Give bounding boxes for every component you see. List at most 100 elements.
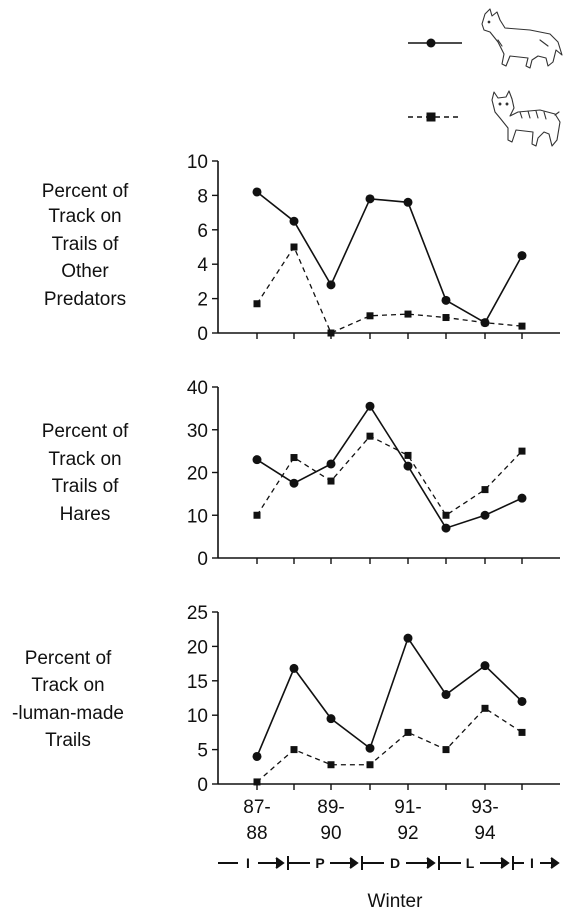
panel-3-series-2-point-2 — [290, 746, 298, 754]
panel-3-series-1-point-1 — [252, 751, 262, 761]
panel-2-series-1-point-6 — [441, 523, 451, 533]
panel-1-ylabel-line-5: Predators — [44, 289, 126, 310]
panel-1-ylabel-line-4: Other — [61, 261, 109, 282]
panel-3-y-tick-label-3: 15 — [187, 672, 208, 693]
wolf-icon — [481, 8, 563, 69]
x-tick-label-3-bottom: 92 — [397, 823, 418, 844]
x-tick-label-4-top: 93- — [471, 797, 498, 818]
panel-2-ylabel-line-2: Track on — [48, 449, 121, 470]
panel-1-y-tick-label-5: 10 — [187, 152, 208, 173]
panel-3-series-1-line — [256, 636, 523, 757]
panel-3-y-tick-label-2: 10 — [187, 706, 208, 727]
panel-1-y-tick-label-3: 6 — [197, 221, 208, 242]
panel-1-series-1-point-8 — [517, 251, 527, 261]
panel-1-ylabel: Percent of Track on Trails of Other Pred… — [42, 181, 129, 310]
phase-row — [218, 856, 560, 870]
x-tick-label-4-bottom: 94 — [474, 823, 496, 844]
panel-3-y-tick-label-4: 20 — [187, 637, 208, 658]
panel-1-series-2-point-5 — [404, 310, 412, 318]
panel-3-series-2-point-7 — [481, 704, 489, 712]
panel-2-series-2-point-8 — [518, 447, 526, 455]
panel-1-ylabel-line-1: Percent of — [42, 181, 129, 202]
panel-1-y-tick-label-0: 0 — [197, 324, 208, 345]
panel-3-series-2-point-6 — [442, 746, 450, 754]
panel-2-ylabel-line-3: Trails of — [52, 476, 120, 497]
panel-3-ylabel-line-1: Percent of — [25, 648, 112, 669]
panel-1-series-2-point-4 — [366, 312, 374, 320]
panel-2-ylabel-line-1: Percent of — [42, 421, 129, 442]
panel-2-ylabel: Percent of Track on Trails of Hares — [42, 421, 129, 525]
legend — [408, 8, 563, 147]
panel-1-y-tick-label-1: 2 — [197, 290, 208, 311]
panel-3-series-1-point-6 — [441, 690, 451, 700]
panel-1-series-1-point-1 — [252, 187, 262, 197]
x-tick-labels: 87- 88 89- 90 91- 92 93- 94 — [243, 797, 498, 844]
panel-1-series-2-line — [256, 245, 523, 334]
panel-1-y-tick-label-2: 4 — [197, 255, 208, 276]
panel-2-series-1-line — [256, 404, 523, 530]
panel-3-y-tick-label-5: 25 — [187, 603, 208, 624]
panel-2-y-tick-label-0: 0 — [197, 549, 208, 570]
panel-3-series-2-point-8 — [518, 728, 526, 736]
panel-2-series-2-point-6 — [442, 511, 450, 519]
panel-2-series-2-point-2 — [290, 454, 298, 462]
panel-1-series-2-point-3 — [327, 329, 335, 337]
panel-1-series-2-point-6 — [442, 314, 450, 322]
legend-wolf-entry — [408, 8, 563, 69]
x-tick-label-2-bottom: 90 — [320, 823, 341, 844]
panel-3-ylabel-line-4: Trails — [45, 730, 91, 751]
x-tick-label-1-bottom: 88 — [246, 823, 267, 844]
x-tick-label-2-top: 89- — [317, 797, 344, 818]
panel-1-ylabel-line-2: Track on — [48, 206, 121, 227]
x-tick-label-1-top: 87- — [243, 797, 270, 818]
panel-3-series-2-point-3 — [327, 761, 335, 769]
panel-1-series-1-point-2 — [289, 216, 299, 226]
panel-1-y-tick-label-4: 8 — [197, 186, 208, 207]
panel-2-series-2-point-3 — [327, 477, 335, 485]
panel-2-series-1-point-8 — [517, 493, 527, 503]
phase-label-1: I — [246, 855, 250, 871]
panel-2-y-tick-label-3: 30 — [187, 421, 208, 442]
panel-2-series-2-line — [256, 435, 523, 517]
x-axis-title: Winter — [368, 891, 424, 912]
panel-2-series-2-point-7 — [481, 486, 489, 494]
x-tick-label-3-top: 91- — [394, 797, 421, 818]
phase-label-2: P — [315, 855, 324, 871]
panel-1-series-1-point-5 — [403, 197, 413, 207]
panel-1-series-1-point-4 — [365, 194, 375, 204]
panel-2-series-1-point-7 — [480, 510, 490, 520]
panel-2-y-tick-label-2: 20 — [187, 464, 208, 485]
panel-2-ylabel-line-4: Hares — [60, 504, 111, 525]
panel-2-series-2-point-4 — [366, 432, 374, 440]
panel-1-series-1-point-6 — [441, 295, 451, 305]
panel-2-series-1-point-4 — [365, 401, 375, 411]
panel-1-series-2-point-8 — [518, 322, 526, 330]
panel-3-series-1-point-2 — [289, 663, 299, 673]
panel-3-series-2-point-5 — [404, 728, 412, 736]
panel-3-series-2-point-1 — [253, 778, 261, 786]
panel-3-series-1-point-5 — [403, 633, 413, 643]
panel-2-series-1-point-3 — [326, 459, 336, 469]
lynx-icon — [491, 90, 561, 147]
panel-3-ylabel: Percent of Track on -luman-made Trails — [12, 648, 124, 751]
panel-1-series-1-point-3 — [326, 280, 336, 290]
panel-2-series-1-point-2 — [289, 478, 299, 488]
panel-hares: 0 10 20 30 40 — [187, 378, 560, 570]
panel-3-ylabel-line-2: Track on — [31, 675, 104, 696]
panel-2-series-1-point-5 — [403, 461, 413, 471]
panel-3-ylabel-line-3: -luman-made — [12, 703, 124, 724]
panel-2-y-tick-label-4: 40 — [187, 378, 208, 399]
phase-label-3: D — [390, 855, 400, 871]
panel-2-y-tick-label-1: 10 — [187, 506, 208, 527]
panel-3-y-tick-label-1: 5 — [197, 741, 208, 762]
panel-3-series-1-point-8 — [517, 696, 527, 706]
phase-labels: I P D L I — [246, 855, 534, 871]
panel-3-y-tick-label-0: 0 — [197, 775, 208, 796]
panel-1-series-2-point-2 — [290, 243, 298, 251]
panel-1-ylabel-line-3: Trails of — [52, 234, 120, 255]
legend-lynx-entry — [408, 90, 561, 147]
phase-label-5: I — [530, 855, 534, 871]
panel-2-series-2-point-1 — [253, 511, 261, 519]
panel-1-series-1-line — [256, 191, 523, 324]
